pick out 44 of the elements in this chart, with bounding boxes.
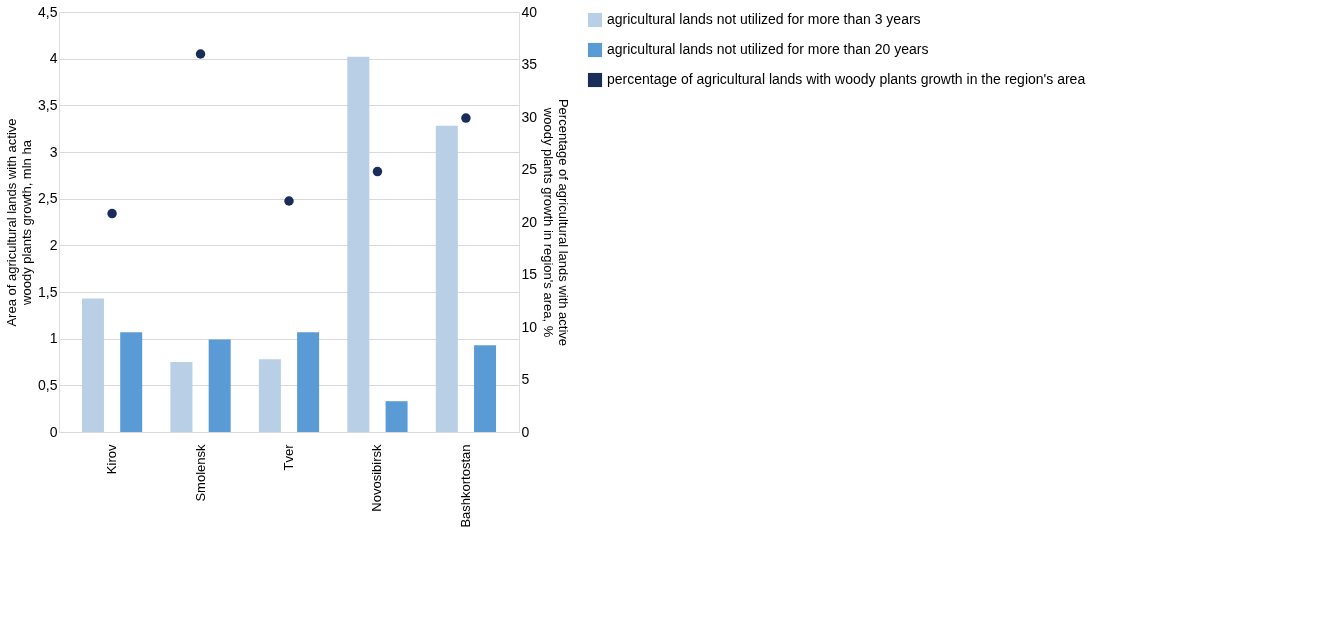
legend-label: percentage of agricultural lands with woody plants growth in the region's area [607, 71, 1086, 87]
point [195, 49, 206, 59]
point [372, 166, 383, 177]
y2-tick-label: 0 [521, 423, 530, 440]
y2-tick-label: 20 [521, 213, 538, 230]
bar [120, 332, 143, 432]
bar [208, 339, 231, 432]
bar [347, 56, 370, 432]
x-tick-label: Novosibirsk [369, 444, 385, 512]
legend-label: agricultural lands not utilized for more than 20 years [607, 41, 929, 57]
legend-label: agricultural lands not utilized for more than 3 years [607, 11, 921, 27]
y-tick-label: 0,5 [38, 376, 58, 393]
y-tick-label: 4 [49, 50, 58, 67]
y-tick-label: 1,5 [38, 283, 58, 300]
point [461, 113, 471, 123]
y2-tick-label: 30 [521, 108, 538, 125]
bar [297, 332, 320, 432]
y-tick-label: 0 [49, 423, 58, 440]
y2-tick-label: 25 [521, 161, 538, 177]
y-tick-label: 4,5 [38, 3, 58, 20]
y2-tick-label: 10 [521, 318, 538, 335]
bar [435, 125, 458, 432]
point [107, 208, 117, 219]
bar [258, 359, 281, 432]
x-tick-label: Kirov [104, 444, 120, 475]
y-tick-label: 3,5 [38, 96, 58, 113]
y2-tick-label: 35 [521, 56, 538, 72]
y-tick-label: 3 [49, 143, 58, 160]
y-axis-title: Area of agricultural lands with active woody plants growth, mln ha [4, 118, 35, 327]
y-tick-label: 1 [49, 330, 58, 347]
y2-tick-label: 40 [521, 3, 538, 20]
point [284, 196, 294, 206]
x-tick-label: Tver [281, 443, 296, 471]
y-tick-label: 2,5 [38, 190, 58, 207]
bar [474, 345, 497, 432]
y-tick-label: 2 [49, 236, 58, 253]
x-tick-label: Smolensk [192, 444, 208, 502]
y2-axis-title: Percentage of agricultural lands with active woody plants growth in region's area, % [541, 98, 572, 347]
y2-tick-label: 5 [521, 371, 530, 387]
bar [170, 362, 193, 432]
bar [81, 298, 104, 432]
x-tick-label: Bashkortostan [457, 444, 473, 528]
bar [385, 401, 408, 432]
y2-tick-label: 15 [521, 266, 538, 282]
